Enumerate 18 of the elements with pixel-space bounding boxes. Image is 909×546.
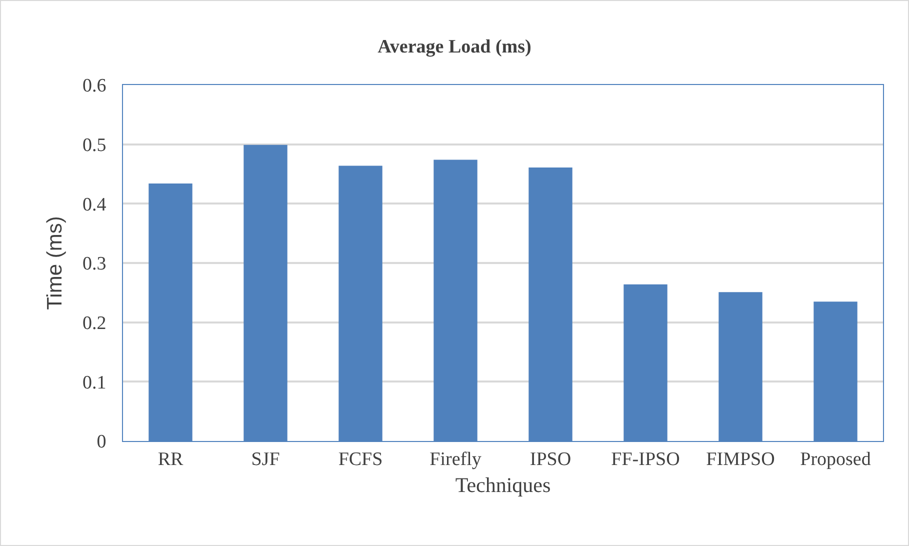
x-tick-label: IPSO — [530, 448, 572, 470]
y-tick-label: 0.5 — [82, 134, 106, 156]
x-tick-label: Proposed — [800, 448, 872, 470]
x-axis-title: Techniques — [455, 473, 551, 497]
x-tick-label: Firefly — [430, 448, 482, 470]
y-tick-label: 0 — [96, 432, 106, 453]
y-axis-title: Time (ms) — [44, 216, 67, 310]
x-tick-label: RR — [158, 448, 184, 470]
y-tick-label: 0.2 — [82, 312, 106, 334]
x-tick-label: SJF — [251, 448, 280, 470]
chart-title: Average Load (ms) — [378, 36, 532, 58]
y-tick-label: 0.1 — [82, 372, 106, 394]
x-tick-label: FIMPSO — [706, 448, 775, 470]
y-tick-label: 0.4 — [82, 194, 107, 216]
x-tick-label: FF-IPSO — [611, 448, 680, 470]
y-tick-label: 0.3 — [82, 254, 106, 275]
y-tick-label: 0.6 — [82, 76, 106, 97]
x-tick-label: FCFS — [338, 448, 383, 470]
